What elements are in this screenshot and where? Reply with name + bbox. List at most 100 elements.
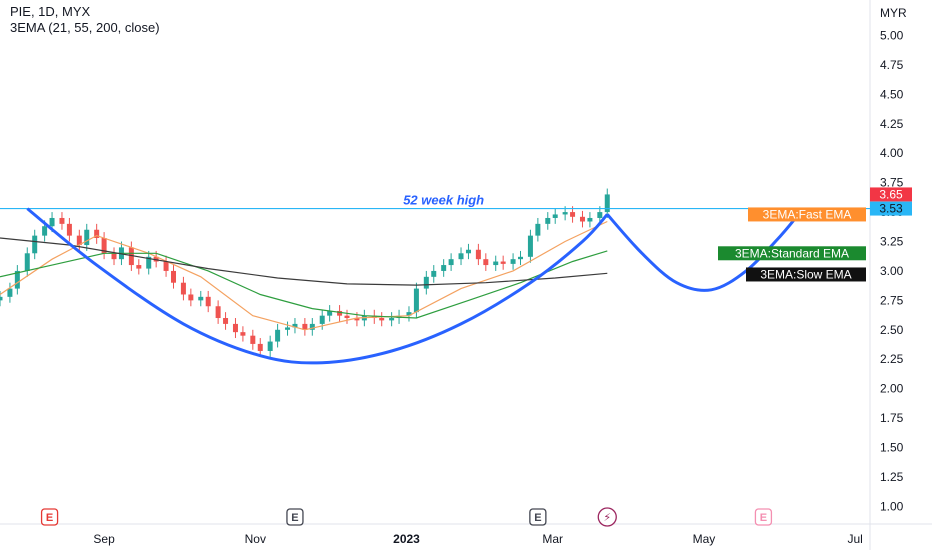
candle-body <box>354 318 360 321</box>
candle-body <box>171 270 177 283</box>
x-tick-label: 2023 <box>393 532 420 546</box>
y-tick-label: 1.50 <box>880 440 904 454</box>
candle-body <box>423 276 429 289</box>
candle-body <box>232 323 238 333</box>
standard-ema-tag-bg <box>718 246 866 261</box>
currency-label: MYR <box>880 6 907 20</box>
candle-body <box>319 315 325 324</box>
candle-body <box>309 323 315 330</box>
candle-body <box>163 261 169 271</box>
x-tick-label: Nov <box>245 532 266 546</box>
candle-body <box>14 270 20 289</box>
candle-body <box>24 253 30 271</box>
y-tick-label: 4.25 <box>880 117 904 131</box>
candle-body <box>500 261 506 264</box>
x-tick-label: Sep <box>93 532 115 546</box>
candle-body <box>205 296 211 307</box>
y-tick-label: 2.00 <box>880 382 904 396</box>
candle-body <box>101 237 107 254</box>
candle-body <box>94 229 100 238</box>
candle-body <box>535 223 541 236</box>
candle-body <box>0 296 3 301</box>
candle-body <box>198 296 204 301</box>
candle-body <box>59 217 65 224</box>
candle-body <box>475 249 481 260</box>
candle-body <box>552 214 558 218</box>
candle-body <box>285 327 291 330</box>
candle-body <box>136 265 142 269</box>
candle-body <box>223 318 229 324</box>
fast-ema-tag: 3EMA:Fast EMA <box>763 207 852 221</box>
candle-body <box>545 217 551 224</box>
slow-ema-line <box>0 237 608 286</box>
candle-body <box>518 256 524 260</box>
earnings-marker <box>754 508 773 526</box>
candle-body <box>111 253 117 260</box>
candle-body <box>344 315 350 319</box>
y-tick-label: 2.50 <box>880 323 904 337</box>
candle-body <box>448 259 454 266</box>
candle-body <box>240 332 246 336</box>
y-tick-label: 3.00 <box>880 264 904 278</box>
x-tick-label: Jul <box>847 532 862 546</box>
candle-body <box>66 223 72 236</box>
handle-curve <box>606 207 805 292</box>
x-tick-label: May <box>693 532 716 546</box>
earnings-icon: E <box>534 512 541 524</box>
y-tick-label: 2.75 <box>880 293 904 307</box>
candle-body <box>604 194 610 213</box>
indicator-legend[interactable]: 3EMA (21, 55, 200, close) <box>10 20 160 35</box>
slow-ema-tag-bg <box>746 267 866 282</box>
y-tick-label: 1.25 <box>880 470 904 484</box>
candle-body <box>215 306 221 319</box>
slow-ema-tag: 3EMA:Slow EMA <box>760 267 851 281</box>
candle-body <box>267 341 273 351</box>
fast-ema-tag-bg <box>748 207 866 222</box>
candle-body <box>597 212 603 218</box>
y-tick-label: 2.25 <box>880 352 904 366</box>
earnings-marker <box>286 508 304 526</box>
earnings-marker <box>529 508 547 526</box>
y-tick-label: 3.25 <box>880 235 904 249</box>
dividend-icon: ⚡ <box>603 511 611 524</box>
candle-body <box>562 212 568 215</box>
level-price-tag-bg <box>870 201 912 216</box>
candle-body <box>379 318 385 321</box>
level-price-tag: 3.53 <box>879 202 903 216</box>
symbol-legend[interactable]: PIE, 1D, MYX <box>10 4 91 19</box>
candle-body <box>413 288 419 313</box>
earnings-icon: E <box>291 512 298 524</box>
candle-body <box>587 217 593 222</box>
candle-body <box>275 329 281 342</box>
candle-body <box>337 310 343 316</box>
candle-body <box>510 259 516 264</box>
standard-ema-line <box>0 250 608 319</box>
fast-ema-line <box>0 220 608 331</box>
candle-body <box>579 216 585 222</box>
earnings-icon: E <box>760 512 767 524</box>
earnings-marker <box>40 508 59 526</box>
candle-body <box>250 335 256 344</box>
x-tick-label: Mar <box>542 532 563 546</box>
candle-body <box>49 217 55 227</box>
candle-body <box>458 253 464 260</box>
candle-body <box>146 256 152 269</box>
y-tick-label: 1.00 <box>880 499 904 513</box>
candle-body <box>84 229 90 246</box>
y-tick-label: 4.50 <box>880 87 904 101</box>
resistance-label: 52 week high <box>403 193 484 208</box>
candle-body <box>7 288 13 297</box>
candle-body <box>302 323 308 330</box>
cup-curve <box>26 207 609 365</box>
last-price-tag: 3.65 <box>879 187 903 201</box>
y-tick-label: 4.00 <box>880 146 904 160</box>
candle-body <box>406 312 412 316</box>
y-tick-label: 3.75 <box>880 176 904 190</box>
candle-body <box>570 212 576 217</box>
y-tick-label: 4.75 <box>880 58 904 72</box>
candle-body <box>42 226 48 236</box>
candle-body <box>188 294 194 301</box>
last-price-tag-bg <box>870 187 912 202</box>
earnings-icon: E <box>46 512 53 524</box>
